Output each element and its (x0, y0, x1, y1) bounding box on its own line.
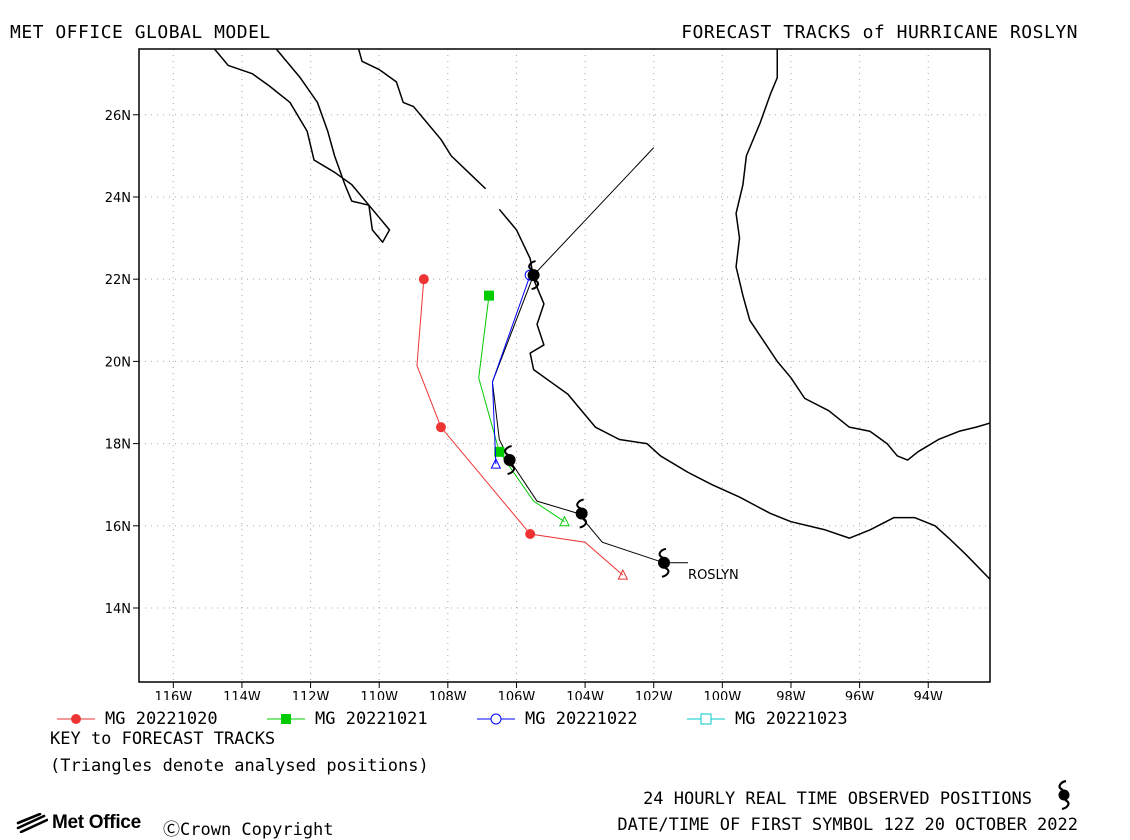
forecast-marker-square (494, 446, 505, 457)
forecast-marker-circle (418, 274, 429, 285)
lon-tick-label: 96W (845, 690, 875, 700)
lon-tick-label: 102W (635, 690, 673, 700)
coastline (213, 48, 391, 243)
hurricane-symbol-icon (575, 498, 588, 529)
legend-label: MG 20221021 (315, 709, 428, 729)
hurricane-symbol-core (503, 454, 516, 467)
hurricane-symbol-arm (661, 566, 670, 578)
lon-tick-label: 114W (223, 690, 261, 700)
lon-tick-label: 112W (292, 690, 330, 700)
lon-tick-label: 100W (704, 690, 742, 700)
legend-label: MG 20221022 (525, 709, 638, 729)
forecast-track-map: 116W 114W 112W 110W 108W 106W 104W 102W 100W 98W 9… (105, 48, 991, 700)
crown-copyright: ⒸCrown Copyright (163, 820, 334, 840)
hurricane-symbol-core (527, 269, 540, 282)
forecast-marker-square (484, 290, 495, 301)
key-title: KEY to FORECAST TRACKS (50, 729, 276, 749)
map-frame (138, 48, 991, 683)
met-office-logo-text: Met Office (52, 812, 141, 833)
lon-tick-label: 104W (566, 690, 604, 700)
lat-tick-label: 20N (105, 355, 131, 370)
legend-swatch-red-circle (57, 714, 95, 724)
legend-item-mg-20221020: MG 20221020 (55, 708, 218, 730)
coastline (498, 208, 991, 580)
lat-tick-label: 22N (105, 273, 131, 288)
lat-tick-label: 26N (105, 109, 131, 124)
hurricane-symbol-icon (658, 547, 671, 578)
key-note: (Triangles denote analysed positions) (50, 756, 429, 776)
legend-swatch-green-square (267, 714, 305, 724)
hurricane-symbol-arm (528, 260, 536, 271)
forecast-marker-circle (435, 422, 446, 433)
observed-positions-label: 24 HOURLY REAL TIME OBSERVED POSITIONS (643, 789, 1032, 809)
hurricane-symbol-core (575, 507, 588, 520)
hurricane-symbol-icon (1058, 780, 1070, 810)
hurricane-symbol-core (658, 556, 671, 569)
header-right-title: FORECAST TRACKS of HURRICANE ROSLYN (681, 22, 1078, 43)
lat-tick-label: 24N (105, 191, 131, 206)
legend-swatch-cyan-open-square (687, 713, 725, 725)
lat-tick-label: 18N (105, 438, 131, 453)
header-left-title: MET OFFICE GLOBAL MODEL (10, 22, 271, 43)
hurricane-symbol-icon (503, 445, 516, 476)
lon-tick-label: 110W (360, 690, 398, 700)
forecast-track-line (416, 279, 624, 576)
first-symbol-datetime: DATE/TIME OF FIRST SYMBOL 12Z 20 OCTOBER… (617, 815, 1078, 835)
lon-tick-label: 106W (498, 690, 536, 700)
legend-swatch-blue-open-circle (477, 713, 515, 725)
legend-item-mg-20221022: MG 20221022 (475, 708, 638, 730)
map-background (139, 49, 990, 682)
observed-track-line (491, 147, 689, 564)
legend-label: MG 20221020 (105, 709, 218, 729)
hurricane-symbol-arm (658, 547, 667, 559)
hurricane-symbol-icon (527, 260, 540, 291)
lon-tick-label: 116W (154, 690, 192, 700)
hurricane-symbol-arm (507, 464, 516, 476)
lon-tick-label: 108W (429, 690, 467, 700)
met-office-logo: Met Office (16, 812, 141, 834)
legend-item-mg-20221021: MG 20221021 (265, 708, 428, 730)
lon-tick-label: 94W (914, 690, 944, 700)
storm-name-label: ROSLYN (688, 568, 739, 583)
hurricane-symbol-arm (576, 498, 584, 510)
coastline (735, 49, 991, 461)
lat-tick-label: 16N (105, 520, 131, 535)
lon-tick-label: 98W (776, 690, 806, 700)
legend-item-mg-20221023: MG 20221023 (685, 708, 848, 730)
forecast-marker-circle (525, 529, 536, 540)
lat-tick-label: 14N (105, 602, 131, 617)
analysed-position-triangle (559, 515, 570, 527)
hurricane-symbol-arm (579, 517, 588, 529)
forecast-track-line (491, 274, 531, 465)
analysed-position-triangle (617, 569, 629, 580)
hurricane-symbol-arm (531, 279, 540, 291)
met-office-logo-icon (16, 813, 48, 833)
legend-label: MG 20221023 (735, 709, 848, 729)
hurricane-symbol-arm (504, 445, 512, 456)
legend: MG 20221020 MG 20221021 MG 20221022 MG 2… (55, 708, 955, 730)
coastline (357, 48, 487, 190)
analysed-position-triangle (490, 458, 502, 469)
